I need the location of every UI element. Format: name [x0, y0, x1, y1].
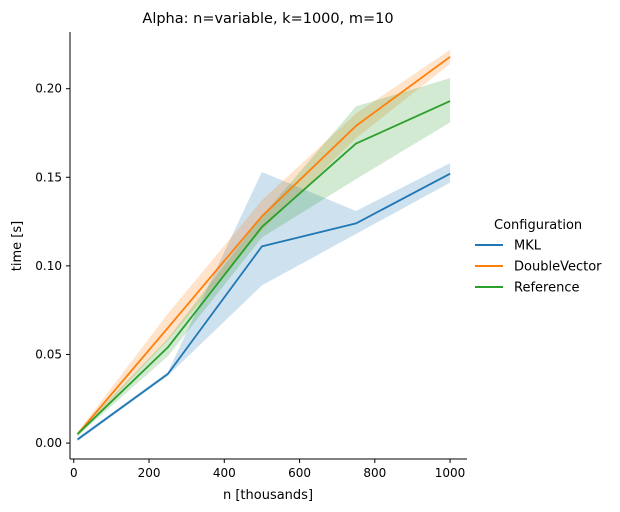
- x-tick-label: 800: [363, 466, 386, 480]
- x-axis-label: n [thousands]: [223, 488, 313, 503]
- x-tick-label: 200: [138, 466, 161, 480]
- y-tick-label: 0.10: [35, 259, 62, 273]
- chart-title: Alpha: n=variable, k=1000, m=10: [142, 11, 393, 27]
- series-lines: [76, 56, 451, 441]
- legend-title: Configuration: [494, 218, 582, 233]
- y-axis-label: time [s]: [10, 221, 25, 271]
- series-line-mkl: [76, 172, 451, 441]
- legend: Configuration MKL DoubleVector Reference: [475, 218, 602, 296]
- y-tick-label: 0.20: [35, 82, 62, 96]
- y-ticks: 0.00 0.05 0.10 0.15 0.20: [35, 82, 70, 450]
- legend-entries: MKL DoubleVector Reference: [475, 239, 602, 296]
- x-tick-label: 600: [288, 466, 311, 480]
- x-ticks: 0 200 400 600 800 1000: [70, 459, 465, 480]
- confidence-band-reference: [77, 78, 451, 436]
- y-tick-label: 0.05: [35, 347, 62, 361]
- x-tick-label: 0: [70, 466, 78, 480]
- legend-label-reference: Reference: [514, 281, 579, 296]
- confidence-bands: [77, 49, 451, 442]
- series-line-doublevector: [76, 56, 451, 435]
- confidence-band-mkl: [77, 163, 451, 442]
- legend-label-mkl: MKL: [514, 239, 542, 254]
- x-tick-label: 400: [213, 466, 236, 480]
- y-tick-label: 0.00: [35, 436, 62, 450]
- series-line-reference: [76, 100, 451, 435]
- x-tick-label: 1000: [435, 466, 466, 480]
- confidence-band-doublevector: [77, 49, 451, 436]
- y-tick-label: 0.15: [35, 170, 62, 184]
- legend-label-doublevector: DoubleVector: [514, 260, 602, 275]
